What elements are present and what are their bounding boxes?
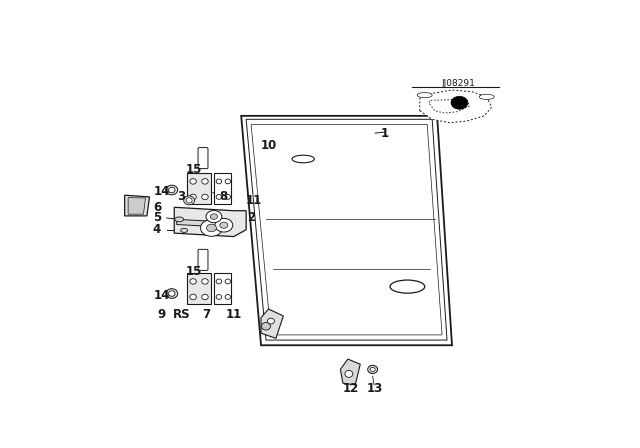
Ellipse shape xyxy=(225,279,230,284)
Ellipse shape xyxy=(207,224,216,232)
Ellipse shape xyxy=(166,289,178,298)
Ellipse shape xyxy=(451,96,468,109)
Ellipse shape xyxy=(186,198,192,203)
Text: 9: 9 xyxy=(157,308,166,321)
Text: 15: 15 xyxy=(186,163,202,176)
Ellipse shape xyxy=(216,279,221,284)
Ellipse shape xyxy=(225,179,230,184)
Polygon shape xyxy=(241,116,452,345)
Ellipse shape xyxy=(190,194,196,200)
Text: 6: 6 xyxy=(153,201,161,214)
Ellipse shape xyxy=(190,179,196,184)
Ellipse shape xyxy=(202,194,208,200)
Text: 15: 15 xyxy=(186,265,202,278)
Text: JJ08291: JJ08291 xyxy=(441,78,475,87)
Ellipse shape xyxy=(190,279,196,284)
Text: 14: 14 xyxy=(154,185,170,198)
Polygon shape xyxy=(340,359,360,385)
Polygon shape xyxy=(246,119,447,340)
Polygon shape xyxy=(251,125,442,335)
Ellipse shape xyxy=(211,214,218,220)
Ellipse shape xyxy=(202,294,208,300)
FancyBboxPatch shape xyxy=(198,250,208,271)
Polygon shape xyxy=(429,99,469,113)
Polygon shape xyxy=(128,198,145,214)
Ellipse shape xyxy=(215,218,233,232)
Ellipse shape xyxy=(190,294,196,300)
Text: 4: 4 xyxy=(153,223,161,236)
Ellipse shape xyxy=(180,228,188,233)
Ellipse shape xyxy=(216,194,221,199)
Ellipse shape xyxy=(345,370,353,377)
FancyBboxPatch shape xyxy=(198,147,208,168)
Polygon shape xyxy=(214,273,231,304)
Ellipse shape xyxy=(166,185,178,195)
Ellipse shape xyxy=(168,187,175,193)
Text: 13: 13 xyxy=(367,382,383,395)
Polygon shape xyxy=(420,90,492,123)
Ellipse shape xyxy=(220,222,228,228)
Text: 8: 8 xyxy=(220,190,228,203)
Ellipse shape xyxy=(202,279,208,284)
Ellipse shape xyxy=(367,365,378,374)
Ellipse shape xyxy=(262,323,271,330)
Polygon shape xyxy=(214,173,231,204)
Polygon shape xyxy=(125,195,150,216)
Ellipse shape xyxy=(225,294,230,299)
Ellipse shape xyxy=(479,94,494,99)
Text: 12: 12 xyxy=(342,382,358,395)
Polygon shape xyxy=(174,207,246,237)
Ellipse shape xyxy=(370,367,375,371)
Polygon shape xyxy=(261,309,284,338)
Ellipse shape xyxy=(216,294,221,299)
Ellipse shape xyxy=(216,179,221,184)
Ellipse shape xyxy=(206,211,222,223)
Text: 2: 2 xyxy=(247,211,255,224)
Ellipse shape xyxy=(225,194,230,199)
Text: 5: 5 xyxy=(153,211,161,224)
Ellipse shape xyxy=(168,291,175,296)
Text: 14: 14 xyxy=(154,289,170,302)
Text: 7: 7 xyxy=(202,308,211,321)
Ellipse shape xyxy=(268,318,275,324)
Ellipse shape xyxy=(200,220,222,236)
Ellipse shape xyxy=(390,280,425,293)
Ellipse shape xyxy=(292,155,314,163)
Polygon shape xyxy=(187,273,211,304)
Text: RS: RS xyxy=(173,308,191,321)
Text: 3: 3 xyxy=(178,190,186,203)
Text: 1: 1 xyxy=(381,127,389,140)
Ellipse shape xyxy=(202,179,208,184)
Text: 10: 10 xyxy=(260,139,276,152)
Polygon shape xyxy=(187,173,211,204)
Ellipse shape xyxy=(184,196,195,205)
Text: 11: 11 xyxy=(246,194,262,207)
Polygon shape xyxy=(177,220,229,227)
Ellipse shape xyxy=(417,93,432,98)
Text: 11: 11 xyxy=(226,308,242,321)
Ellipse shape xyxy=(175,217,184,222)
